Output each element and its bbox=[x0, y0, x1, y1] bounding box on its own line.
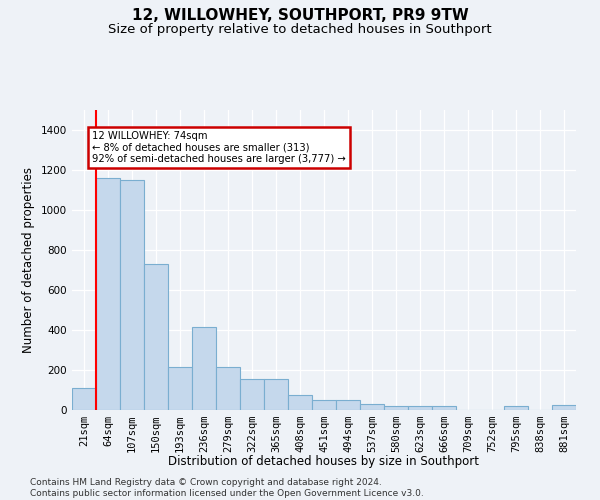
Text: 12 WILLOWHEY: 74sqm
← 8% of detached houses are smaller (313)
92% of semi-detach: 12 WILLOWHEY: 74sqm ← 8% of detached hou… bbox=[92, 131, 346, 164]
Bar bbox=[216, 367, 240, 410]
Bar bbox=[552, 405, 576, 410]
Bar bbox=[264, 379, 288, 410]
Bar bbox=[336, 400, 360, 410]
Bar bbox=[192, 327, 216, 410]
Y-axis label: Number of detached properties: Number of detached properties bbox=[22, 167, 35, 353]
Bar bbox=[96, 178, 120, 410]
Bar bbox=[504, 406, 528, 410]
Bar bbox=[384, 406, 408, 410]
Text: Contains HM Land Registry data © Crown copyright and database right 2024.
Contai: Contains HM Land Registry data © Crown c… bbox=[30, 478, 424, 498]
Text: Size of property relative to detached houses in Southport: Size of property relative to detached ho… bbox=[108, 22, 492, 36]
Bar bbox=[240, 379, 264, 410]
Bar bbox=[360, 404, 384, 410]
Bar bbox=[408, 406, 432, 410]
Bar bbox=[120, 180, 144, 410]
Bar bbox=[432, 406, 456, 410]
Bar bbox=[288, 395, 312, 410]
Text: Distribution of detached houses by size in Southport: Distribution of detached houses by size … bbox=[169, 455, 479, 468]
Bar bbox=[312, 400, 336, 410]
Bar bbox=[144, 264, 168, 410]
Bar bbox=[72, 388, 96, 410]
Text: 12, WILLOWHEY, SOUTHPORT, PR9 9TW: 12, WILLOWHEY, SOUTHPORT, PR9 9TW bbox=[131, 8, 469, 22]
Bar bbox=[168, 367, 192, 410]
